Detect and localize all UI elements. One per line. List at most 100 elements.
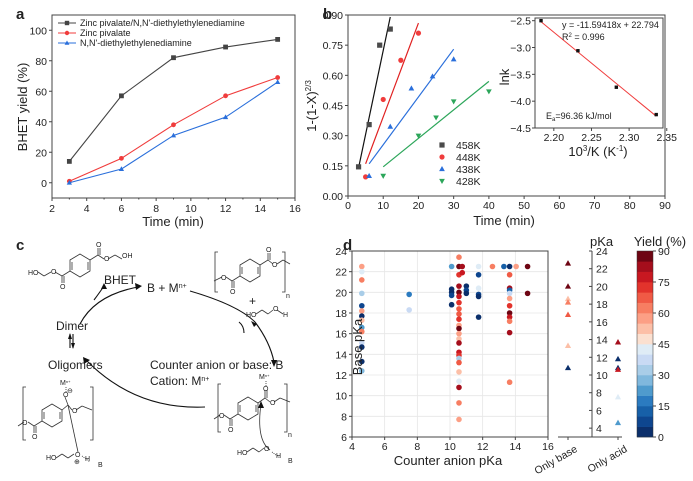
- panel-d-data-point: [456, 336, 462, 342]
- panel-d-data-point: [456, 355, 462, 362]
- panel-d-data-point: [506, 290, 513, 297]
- panel-b-data-point: [366, 122, 372, 128]
- panel-d-data-point: [459, 269, 466, 276]
- only-base-data-point: [564, 299, 572, 305]
- inset-fit-line: [540, 21, 657, 117]
- panel-b-fit-line: [368, 48, 455, 165]
- scheme-legend-cation: Cation: Mn+: [150, 374, 209, 388]
- panel-d-data-point: [489, 263, 496, 270]
- only-acid-data-point: [614, 366, 622, 372]
- inset-data-point: [576, 49, 580, 53]
- colorbar-swatch: [637, 416, 653, 427]
- panel-d-data-point: [506, 295, 513, 302]
- panel-a-data-point: [275, 37, 281, 42]
- panel-b-legend-marker: [439, 178, 445, 184]
- panel-d-y-axis-label: Base pKa: [350, 318, 365, 375]
- inset-x-axis-label: 103/K (K-1): [568, 144, 627, 159]
- inset-x-label-mid: /K (K: [587, 144, 616, 159]
- panel-d-data-point: [359, 317, 365, 324]
- colorbar-swatch: [637, 251, 653, 262]
- panel-b-data-point: [380, 173, 387, 179]
- inset-y-tick-label: −4.5: [510, 123, 531, 135]
- panel-b-data-point: [387, 123, 394, 129]
- panel-d-data-point: [506, 263, 513, 270]
- panel-d-data-point: [456, 254, 462, 260]
- inset-equation: y = -11.59418x + 22.794: [562, 20, 659, 30]
- panel-label-c: c: [16, 237, 24, 254]
- panel-d-y-tick-label: 10: [335, 391, 347, 403]
- inset-ea-base: E: [546, 111, 552, 121]
- panel-b-x-tick-label: 70: [589, 200, 601, 212]
- panel-d-y-tick-label: 6: [341, 432, 347, 444]
- panel-d-data-point: [406, 291, 412, 298]
- pet-polymer-structure: [213, 251, 291, 293]
- panel-d-x-tick-label: 4: [349, 441, 355, 453]
- inset-data-point: [654, 112, 658, 117]
- panel-label-d: d: [343, 237, 352, 254]
- panel-d-data-point: [475, 293, 482, 300]
- intermediate-o5-text: O: [75, 452, 81, 459]
- colorbar-tick-label: 15: [658, 401, 670, 413]
- panel-d-data-point: [456, 369, 462, 375]
- inset-x-tick-label: 2.35: [657, 132, 678, 144]
- inset-x-label-sup2: -1: [616, 144, 624, 153]
- bhet-o-carbonyl2-text: O: [96, 242, 102, 249]
- panel-a-legend-marker: [64, 20, 70, 26]
- activated-to-oligomers-arrow: [85, 359, 206, 408]
- bhet-o-text: O: [51, 269, 57, 276]
- panel-d-data-point: [506, 379, 513, 386]
- only-base-data-point: [564, 311, 572, 318]
- colorbar-swatch: [637, 375, 653, 386]
- bhet-o2-text: O: [104, 256, 110, 263]
- intermediate-o2-text: O: [72, 408, 78, 415]
- panel-a-x-axis-label: Time (min): [142, 214, 204, 229]
- colorbar-tick-label: 30: [658, 370, 670, 382]
- panel-a-plot-area: 2 4 6 8 10 12 14 16 0 20 40 60 80 100 Zinc pivalate/N,…: [29, 14, 301, 215]
- panel-label-a: a: [16, 6, 25, 23]
- panel-b-data-point: [486, 89, 492, 95]
- panel-a-data-point: [171, 122, 176, 128]
- panel-a-data-point: [222, 114, 229, 120]
- panel-a-data-point: [119, 155, 124, 161]
- bhet-o-carbonyl-text: O: [60, 284, 66, 291]
- panel-d-data-point: [506, 310, 513, 316]
- activated-subscript-n: n: [288, 432, 292, 439]
- panel-b-legend-marker: [439, 166, 445, 172]
- inset-y-axis-label: lnk: [497, 68, 512, 85]
- panel-b-legend-label: 438K: [456, 164, 481, 176]
- inset-x-label-end: ): [623, 144, 627, 159]
- only-base-data-point: [564, 342, 572, 349]
- panel-b-x-tick-label: 90: [659, 200, 671, 212]
- panel-d-data-point: [475, 314, 482, 320]
- only-base-data-point: [564, 260, 572, 266]
- panel-b-y-tick-label: 0.15: [323, 161, 344, 173]
- panel-a-x-tick-label: 4: [84, 203, 90, 215]
- catalyst-label: B + Mn+: [147, 281, 187, 295]
- intermediate-h-text: H: [85, 456, 90, 463]
- inset-r-squared-sup: 2: [569, 33, 573, 39]
- panel-d-data-point: [456, 384, 462, 391]
- panel-a-x-tick-label: 2: [49, 203, 55, 215]
- panel-d-data-point: [463, 290, 470, 297]
- colorbar-swatch: [637, 333, 653, 345]
- pet-o-text: O: [221, 275, 227, 282]
- panel-d-data-point: [359, 328, 365, 335]
- panel-b-data-point: [355, 164, 362, 170]
- panel-d-data-point: [475, 271, 482, 278]
- panel-d-data-point: [448, 292, 455, 299]
- panel-b-y-tick-label: 0.45: [323, 101, 344, 113]
- panel-b-data-point: [366, 172, 372, 178]
- panel-d-x-tick-label: 10: [444, 441, 456, 453]
- bhet-structure: [37, 248, 123, 283]
- side-axis-tick-label: 10: [596, 370, 608, 382]
- side-axis-tick-label: 8: [596, 388, 602, 400]
- side-axis-tick-label: 24: [596, 246, 608, 258]
- panel-b-y-tick-label: 0.30: [323, 131, 344, 143]
- colorbar-swatch: [637, 302, 653, 314]
- colorbar-swatch: [637, 364, 653, 376]
- panel-a-legend-marker: [64, 30, 70, 36]
- inset-r-squared-value: = 0.996: [572, 32, 605, 42]
- panel-a-y-tick-label: 100: [29, 25, 47, 37]
